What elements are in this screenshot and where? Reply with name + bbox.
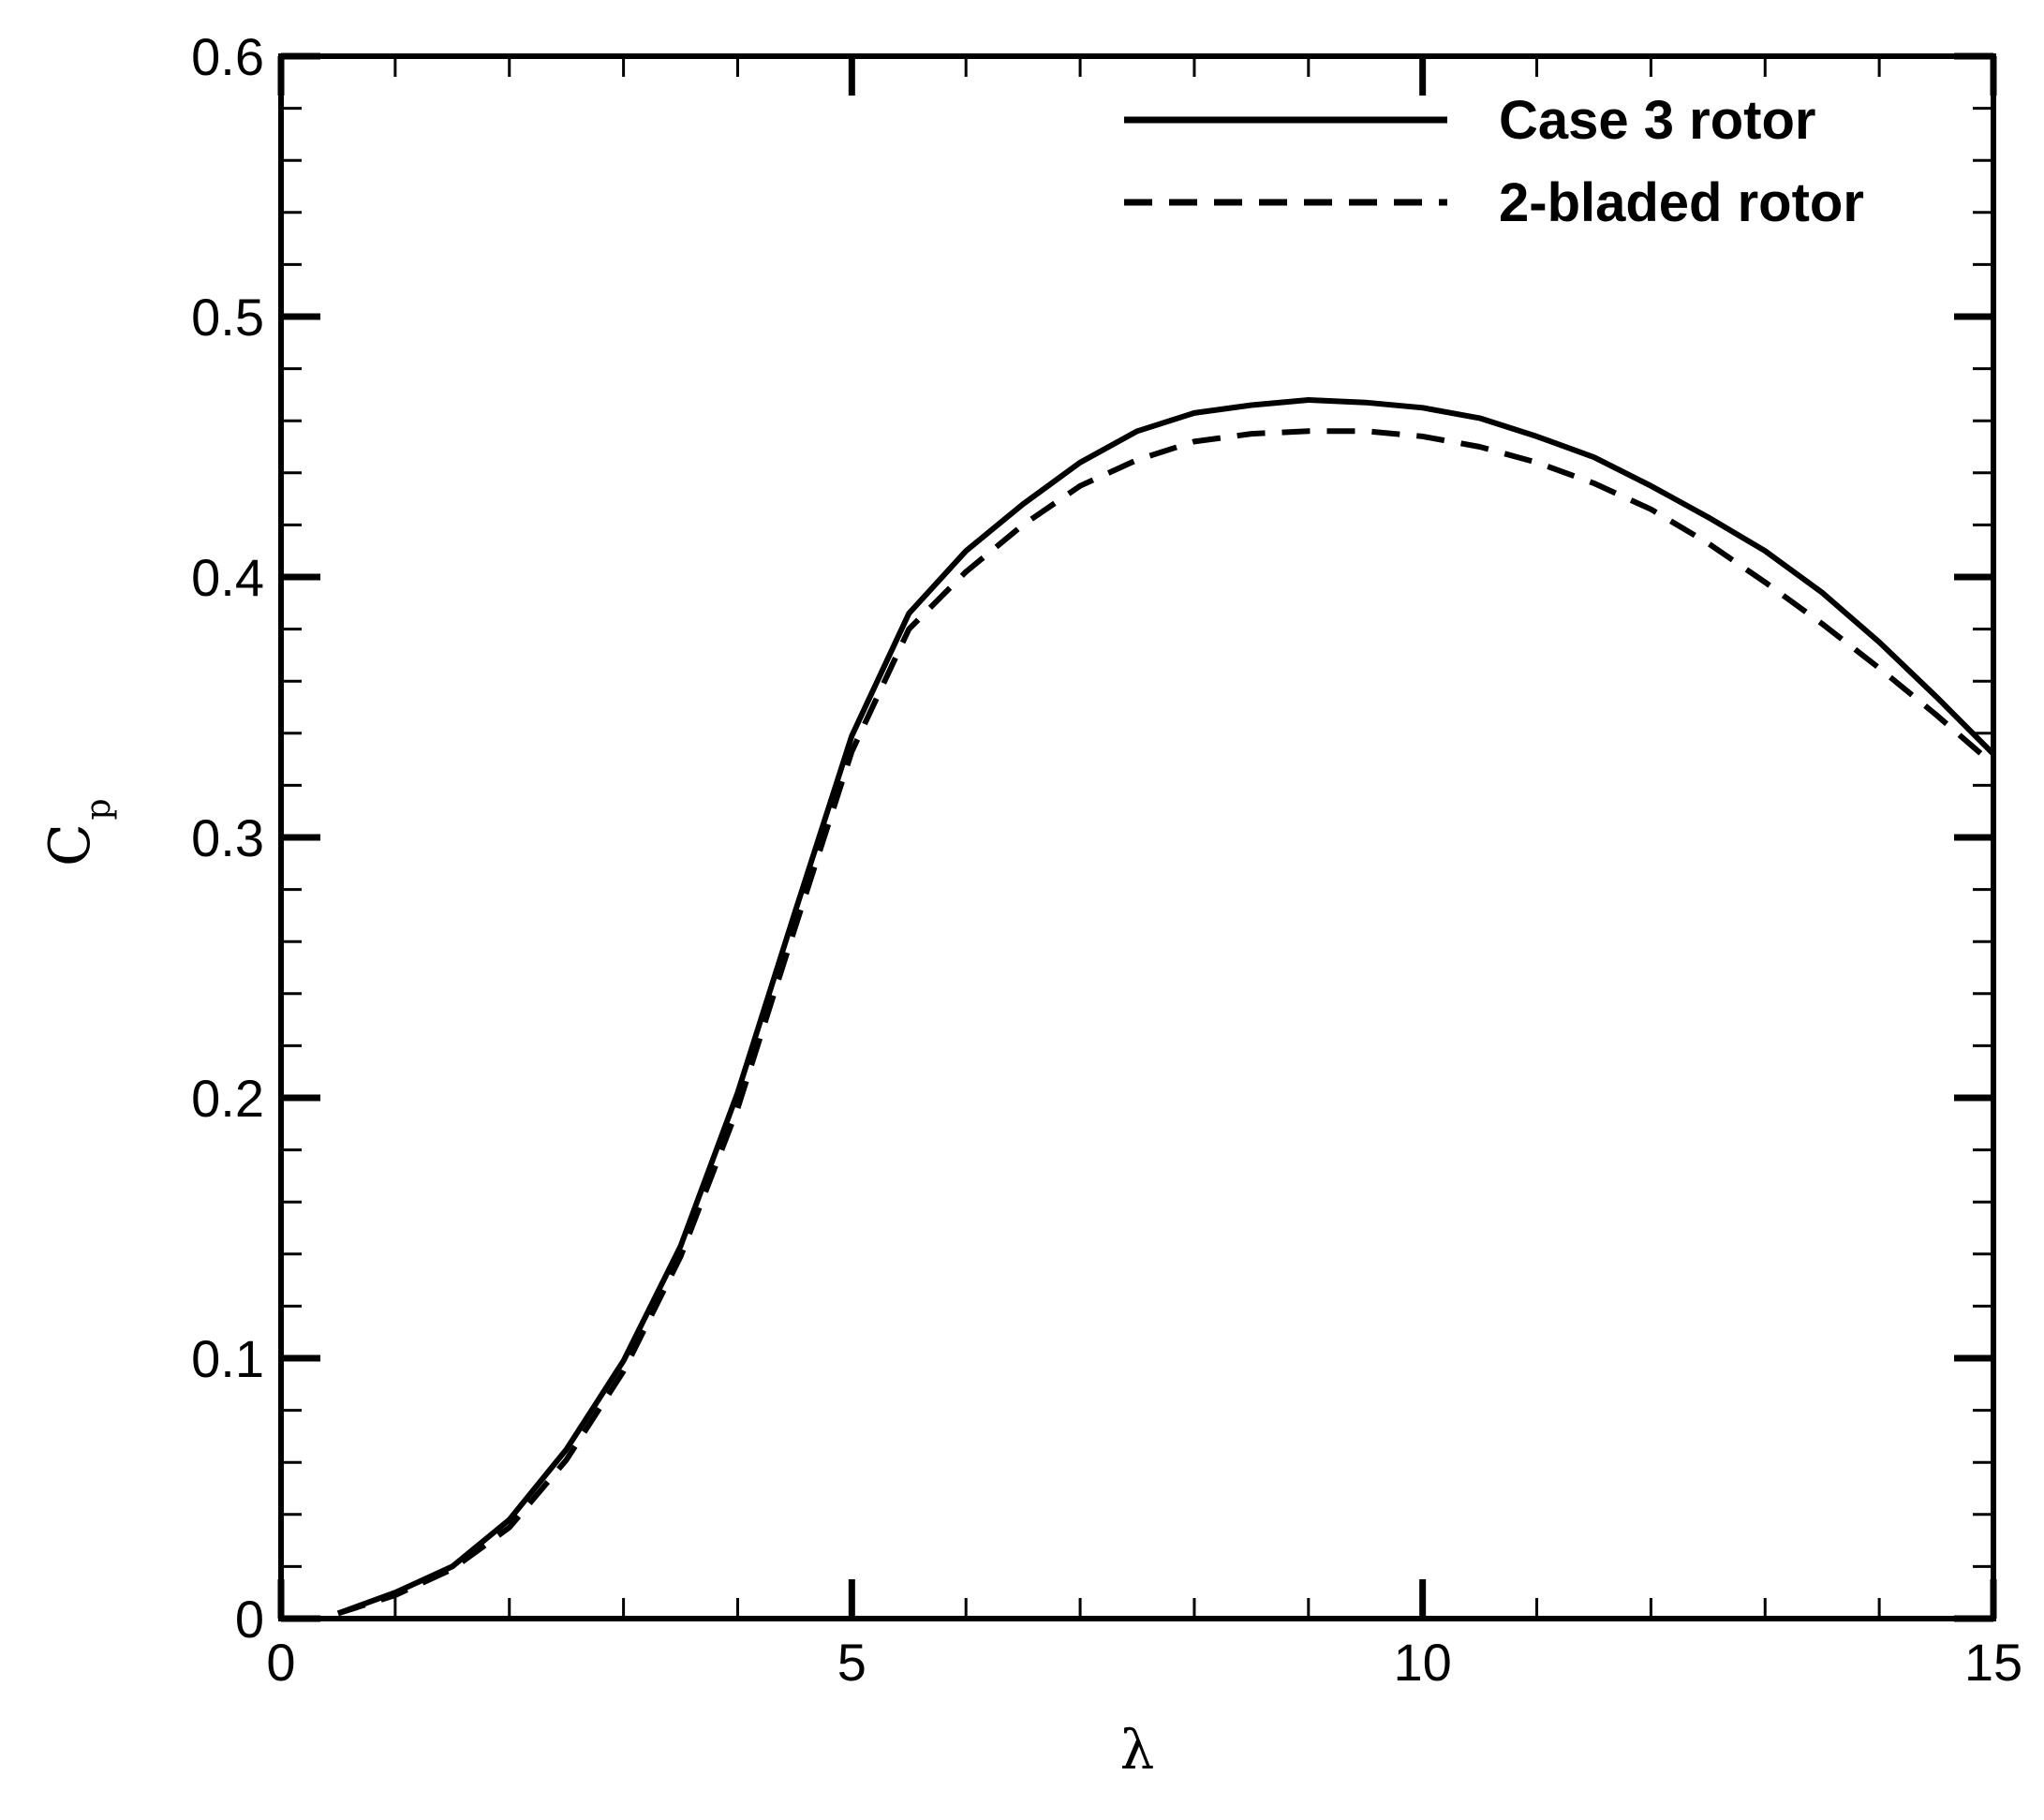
y-tick-label: 0.4	[191, 548, 264, 607]
y-tick-label: 0.5	[191, 288, 264, 347]
x-tick-label: 0	[266, 1633, 295, 1692]
legend: Case 3 rotor 2-bladed rotor	[1124, 90, 1864, 233]
y-axis-title: C p	[37, 798, 118, 866]
series-line-2-bladed-rotor	[336, 428, 1995, 1617]
x-tick-label: 10	[1394, 1633, 1452, 1692]
y-axis-title-main: C	[37, 823, 103, 866]
y-tick-label: 0.1	[191, 1329, 264, 1388]
series-line-case-3-rotor	[336, 397, 1996, 1617]
plot-frame	[278, 53, 1996, 1621]
x-axis-title: λ	[1120, 1718, 1155, 1782]
legend-label-case-3-rotor: Case 3 rotor	[1499, 90, 1815, 151]
x-tick-label: 5	[837, 1633, 866, 1692]
y-tick-labels: 0 0.1 0.2 0.3 0.4 0.5 0.6	[191, 27, 264, 1649]
x-tick-label: 15	[1964, 1633, 2022, 1692]
y-tick-label: 0	[235, 1590, 264, 1649]
minor-ticks	[281, 56, 1993, 1619]
legend-label-2-bladed-rotor: 2-bladed rotor	[1499, 172, 1864, 233]
y-tick-label: 0.3	[191, 808, 264, 867]
y-tick-label: 0.2	[191, 1069, 264, 1128]
series-layer	[336, 397, 1996, 1617]
y-axis-title-subscript: p	[80, 798, 118, 820]
x-tick-labels: 0 5 10 15	[266, 1633, 2022, 1692]
y-tick-label: 0.6	[191, 27, 264, 86]
